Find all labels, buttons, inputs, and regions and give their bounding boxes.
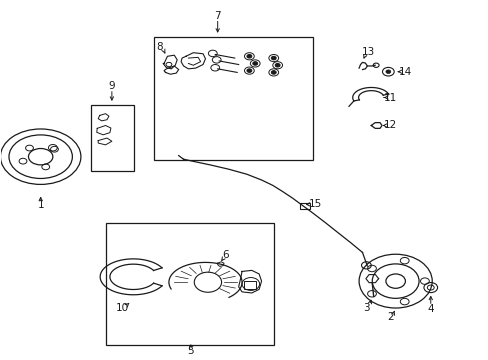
Circle shape <box>271 56 276 60</box>
Text: 10: 10 <box>116 303 129 314</box>
Text: 12: 12 <box>384 121 397 130</box>
Circle shape <box>275 63 280 67</box>
Bar <box>154 37 312 160</box>
Text: 7: 7 <box>214 11 221 21</box>
Text: 1: 1 <box>37 200 44 210</box>
Text: 9: 9 <box>108 81 115 91</box>
Circle shape <box>385 70 390 73</box>
Text: 6: 6 <box>222 249 229 260</box>
Text: 3: 3 <box>363 303 369 314</box>
Bar <box>91 105 134 171</box>
Text: 8: 8 <box>156 42 163 52</box>
Circle shape <box>271 71 276 74</box>
Text: 14: 14 <box>398 67 411 77</box>
Bar <box>105 223 273 345</box>
Bar <box>244 282 255 289</box>
Circle shape <box>246 69 251 72</box>
Circle shape <box>252 62 257 65</box>
Text: 2: 2 <box>386 312 393 322</box>
Text: 13: 13 <box>362 46 375 57</box>
Text: 11: 11 <box>384 93 397 103</box>
Circle shape <box>246 54 251 58</box>
Text: 15: 15 <box>308 199 321 210</box>
Text: 5: 5 <box>187 346 194 356</box>
Text: 4: 4 <box>427 304 433 314</box>
Bar <box>300 203 309 209</box>
